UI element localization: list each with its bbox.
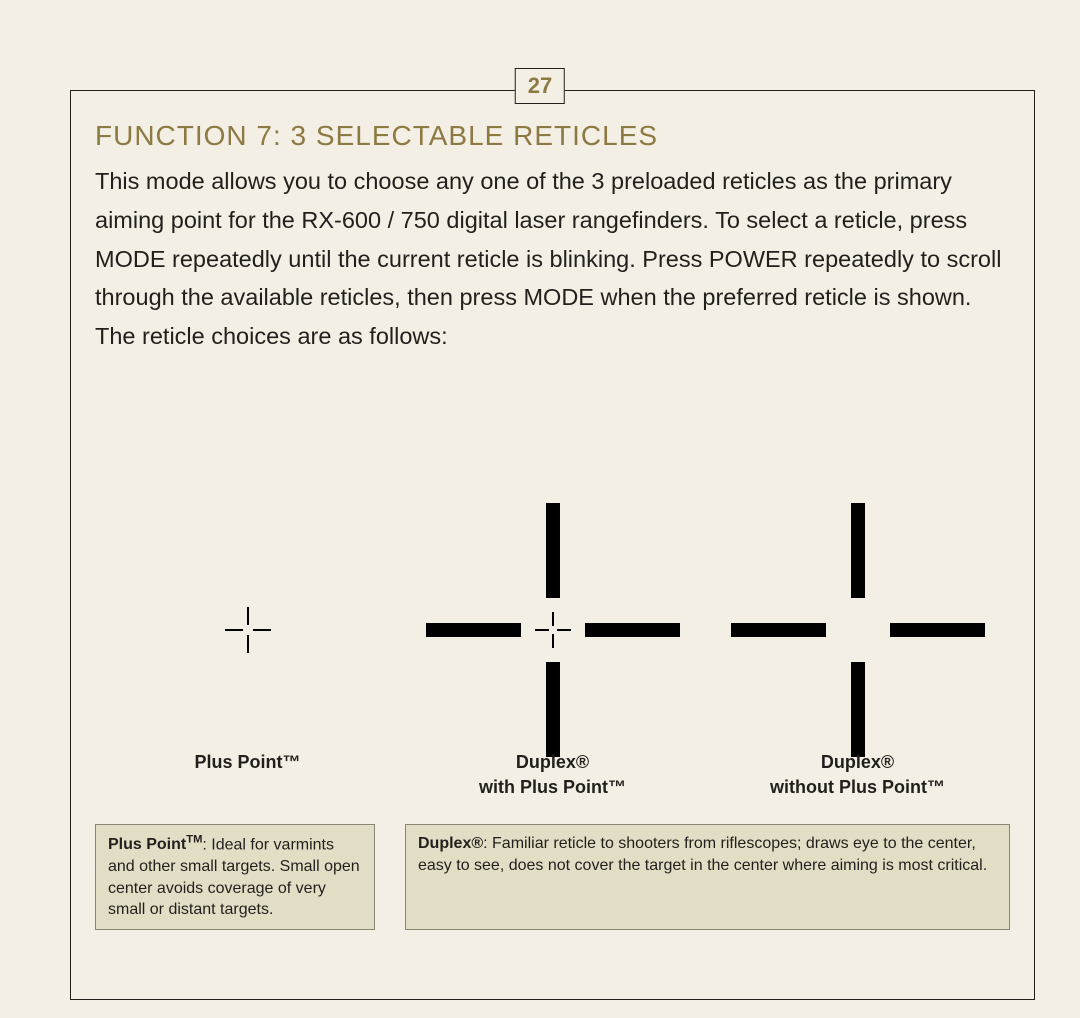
duplex-description: Duplex®: Familiar reticle to shooters fr… xyxy=(405,824,1010,930)
duplex-without-plus-icon xyxy=(718,520,998,740)
label-duplex-without: Duplex® without Plus Point™ xyxy=(705,750,1010,800)
label-plus-point: Plus Point™ xyxy=(95,750,400,800)
content-area: FUNCTION 7: 3 SELECTABLE RETICLES This m… xyxy=(95,120,1010,356)
body-paragraph: This mode allows you to choose any one o… xyxy=(95,162,1010,356)
duplex-with-plus-icon xyxy=(413,520,693,740)
reticle-duplex-without-plus xyxy=(705,520,1010,740)
plus-point-icon xyxy=(218,520,278,740)
reticle-duplex-with-plus xyxy=(400,520,705,740)
page-number: 27 xyxy=(515,68,565,104)
section-heading: FUNCTION 7: 3 SELECTABLE RETICLES xyxy=(95,120,1010,152)
reticles-row xyxy=(95,520,1010,740)
label-duplex-with: Duplex® with Plus Point™ xyxy=(400,750,705,800)
reticle-plus-point xyxy=(95,520,400,740)
description-row: Plus PointTM: Ideal for varmints and oth… xyxy=(95,824,1010,930)
reticle-labels-row: Plus Point™ Duplex® with Plus Point™ Dup… xyxy=(95,750,1010,800)
plus-point-description: Plus PointTM: Ideal for varmints and oth… xyxy=(95,824,375,930)
